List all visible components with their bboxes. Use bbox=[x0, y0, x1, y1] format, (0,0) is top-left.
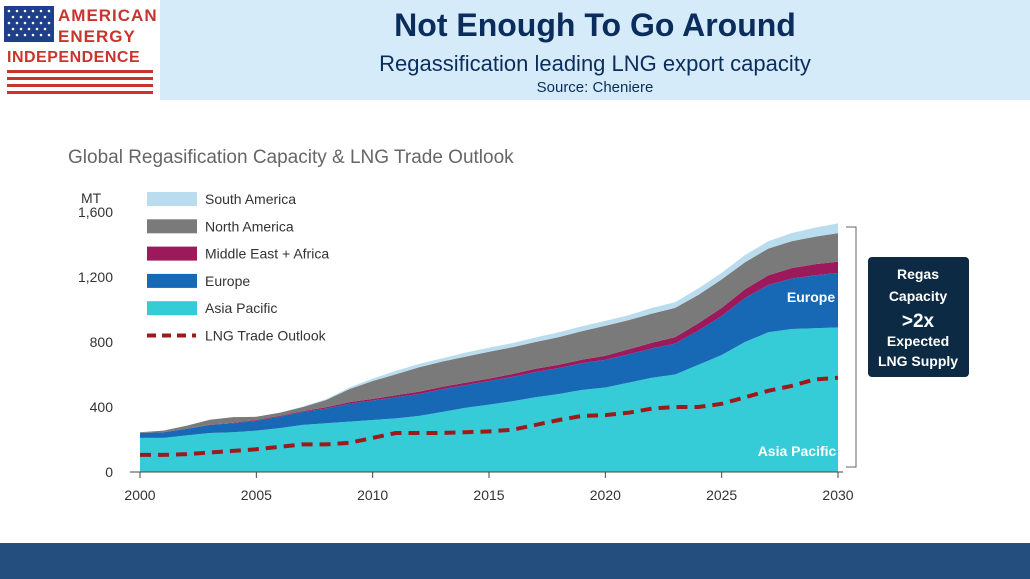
callout-line: Capacity bbox=[889, 288, 948, 304]
x-tick-label: 2015 bbox=[473, 487, 504, 503]
legend-swatch-south-america bbox=[147, 192, 197, 206]
brand-logo: AMERICAN ENERGY INDEPENDENCE bbox=[4, 4, 157, 96]
area-layers bbox=[140, 223, 838, 472]
line-layer bbox=[140, 375, 839, 457]
callout-line: Expected bbox=[887, 333, 949, 349]
x-tick-label: 2005 bbox=[241, 487, 272, 503]
legend: South America North America Middle East + … bbox=[147, 191, 329, 344]
callout-box bbox=[868, 257, 969, 377]
source-note: Source: Cheniere bbox=[536, 79, 654, 96]
legend-label-lng-trade-outlook: LNG Trade Outlook bbox=[205, 328, 327, 344]
y-axis-label: MT bbox=[81, 190, 102, 206]
callout-bracket bbox=[846, 226, 857, 468]
area-europe bbox=[140, 272, 838, 438]
legend-swatch-middle-east-africa bbox=[147, 246, 197, 261]
axes: 2000 2005 2010 2015 2020 2025 2030 0 400 800 1,200… bbox=[78, 204, 854, 503]
header-banner: Not Enough To Go Around Regassification … bbox=[160, 0, 1030, 100]
area-south-america bbox=[140, 223, 838, 433]
annotations: Europe Asia Pacific Regas Capacity >2xExpect… bbox=[758, 226, 969, 468]
callout-line: LNG Supply bbox=[878, 353, 958, 369]
y-tick-label: 400 bbox=[90, 399, 114, 415]
legend-label-south-america: South America bbox=[205, 191, 296, 207]
x-tick-label: 2030 bbox=[822, 487, 853, 503]
callout-line: Regas bbox=[897, 266, 939, 282]
line-lng-trade-outlook bbox=[140, 375, 839, 457]
area-middle-east-africa bbox=[140, 261, 838, 433]
y-tick-label: 1,200 bbox=[78, 269, 113, 285]
y-tick-label: 1,600 bbox=[78, 204, 113, 220]
area-asia-pacific bbox=[140, 327, 838, 472]
europe-label: Europe bbox=[787, 289, 835, 305]
legend-label-north-america: North America bbox=[205, 218, 294, 234]
chart-title: Global Regasification Capacity & LNG Tra… bbox=[68, 147, 514, 168]
x-tick-label: 2025 bbox=[706, 487, 737, 503]
y-tick-label: 0 bbox=[105, 464, 113, 480]
y-tick-label: 800 bbox=[90, 334, 114, 350]
x-tick-label: 2020 bbox=[590, 487, 621, 503]
callout-line: >2x bbox=[902, 311, 935, 332]
area-north-america bbox=[140, 233, 838, 433]
x-tick-label: 2000 bbox=[124, 487, 155, 503]
logo-line-energy: ENERGY bbox=[58, 27, 136, 46]
footer-bar bbox=[0, 543, 1030, 579]
logo-line-independence: INDEPENDENCE bbox=[7, 49, 141, 66]
us-flag-icon bbox=[4, 6, 54, 46]
legend-swatch-north-america bbox=[147, 219, 197, 234]
x-tick-label: 2010 bbox=[357, 487, 388, 503]
logo-line-american: AMERICAN bbox=[58, 6, 158, 25]
page-title: Not Enough To Go Around bbox=[394, 7, 796, 43]
legend-swatch-asia-pacific bbox=[147, 301, 197, 316]
legend-swatch-europe bbox=[147, 273, 197, 288]
legend-label-asia-pacific: Asia Pacific bbox=[205, 300, 277, 316]
legend-label-europe: Europe bbox=[205, 273, 250, 289]
logo-stripes bbox=[7, 70, 153, 94]
asia-pacific-label: Asia Pacific bbox=[758, 443, 837, 459]
chart-figure: Global Regasification Capacity & LNG Tra… bbox=[68, 147, 969, 503]
legend-label-middle-east-africa: Middle East + Africa bbox=[205, 246, 329, 262]
page-subtitle: Regassification leading LNG export capac… bbox=[379, 51, 811, 76]
